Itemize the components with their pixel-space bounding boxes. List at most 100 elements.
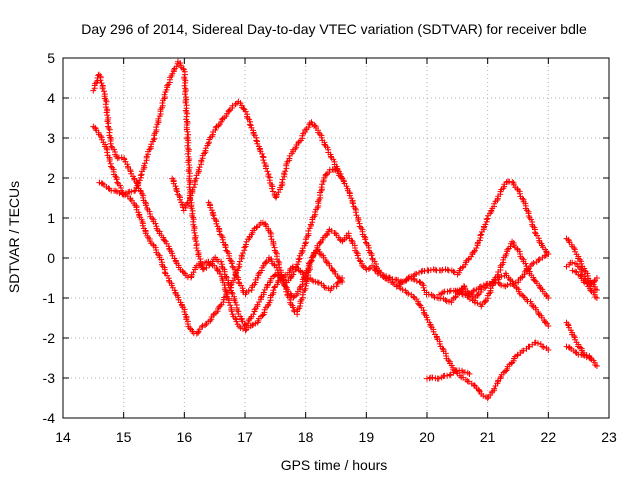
data-point <box>267 233 274 240</box>
x-tick-label: 16 <box>177 429 193 445</box>
data-point <box>486 280 493 287</box>
data-point <box>290 271 297 278</box>
data-point <box>99 180 106 187</box>
data-point <box>258 294 264 301</box>
data-point <box>182 79 189 86</box>
data-point <box>190 216 197 223</box>
data-point <box>473 245 480 251</box>
data-point <box>106 158 113 164</box>
data-point <box>321 141 328 148</box>
data-point <box>264 168 271 175</box>
y-tick-label: 0 <box>47 250 55 266</box>
data-point <box>193 245 200 251</box>
data-point <box>97 77 104 84</box>
data-point <box>177 196 183 203</box>
data-point <box>114 179 121 186</box>
data-point <box>365 266 372 272</box>
data-point <box>104 112 111 119</box>
data-point <box>223 247 230 254</box>
data-point <box>228 260 235 267</box>
data-point <box>262 220 268 227</box>
data-point <box>470 288 477 295</box>
data-point <box>132 187 139 194</box>
data-point <box>465 256 472 263</box>
data-point <box>545 251 552 257</box>
data-point <box>97 133 104 139</box>
data-point <box>182 91 188 98</box>
data-point <box>170 66 177 73</box>
data-point <box>199 322 206 329</box>
data-point <box>122 191 129 198</box>
data-point <box>191 229 198 236</box>
data-point <box>302 273 309 280</box>
data-point <box>112 187 119 194</box>
data-point <box>262 259 269 266</box>
data-point <box>352 209 359 216</box>
data-point <box>205 140 212 147</box>
data-point <box>374 270 381 277</box>
data-point <box>270 287 277 294</box>
data-points <box>90 58 600 402</box>
data-point <box>309 276 315 283</box>
data-point <box>279 179 286 186</box>
data-point <box>593 363 600 369</box>
data-point <box>114 155 121 162</box>
data-point <box>164 82 171 89</box>
data-point <box>583 354 590 361</box>
data-point <box>308 257 315 264</box>
data-point <box>184 200 190 207</box>
data-point <box>339 279 346 285</box>
data-point <box>413 270 420 277</box>
data-point <box>298 250 305 257</box>
data-point <box>181 308 188 315</box>
data-point <box>413 278 420 285</box>
data-point <box>227 257 234 264</box>
data-point <box>464 378 471 385</box>
x-tick-label: 21 <box>480 429 496 445</box>
data-point <box>187 192 194 199</box>
data-point <box>410 275 417 282</box>
data-point <box>571 333 578 339</box>
data-point <box>477 232 484 239</box>
data-point <box>191 227 197 234</box>
data-point <box>117 182 123 189</box>
x-tick-label: 20 <box>419 429 435 445</box>
data-point <box>161 91 168 98</box>
y-tick-label: -1 <box>43 290 56 306</box>
data-point <box>173 63 180 70</box>
data-point <box>111 146 117 153</box>
data-point <box>442 297 449 303</box>
data-point <box>305 265 312 272</box>
data-point <box>242 327 249 334</box>
data-point <box>446 288 453 295</box>
data-point <box>491 385 498 392</box>
data-point <box>405 290 412 297</box>
data-point <box>482 221 489 228</box>
data-point <box>444 266 451 273</box>
data-point <box>173 187 180 193</box>
data-point <box>528 216 535 223</box>
data-point <box>397 280 403 287</box>
data-point <box>185 139 192 146</box>
data-point <box>484 395 491 402</box>
data-point <box>483 216 490 223</box>
data-point <box>155 115 162 122</box>
data-point <box>476 387 483 394</box>
data-point <box>541 253 548 260</box>
data-point <box>187 325 193 332</box>
data-point <box>182 99 189 106</box>
data-point <box>316 250 323 257</box>
data-point <box>579 351 586 358</box>
data-point <box>471 247 478 254</box>
data-point <box>354 252 361 259</box>
data-point <box>260 157 267 164</box>
data-point <box>104 149 111 156</box>
data-point <box>113 176 120 183</box>
data-point <box>474 300 481 307</box>
data-point <box>225 107 232 114</box>
data-point <box>504 246 511 253</box>
data-point <box>471 382 477 389</box>
data-point <box>486 290 493 297</box>
data-point <box>295 256 302 263</box>
data-point <box>290 263 296 270</box>
